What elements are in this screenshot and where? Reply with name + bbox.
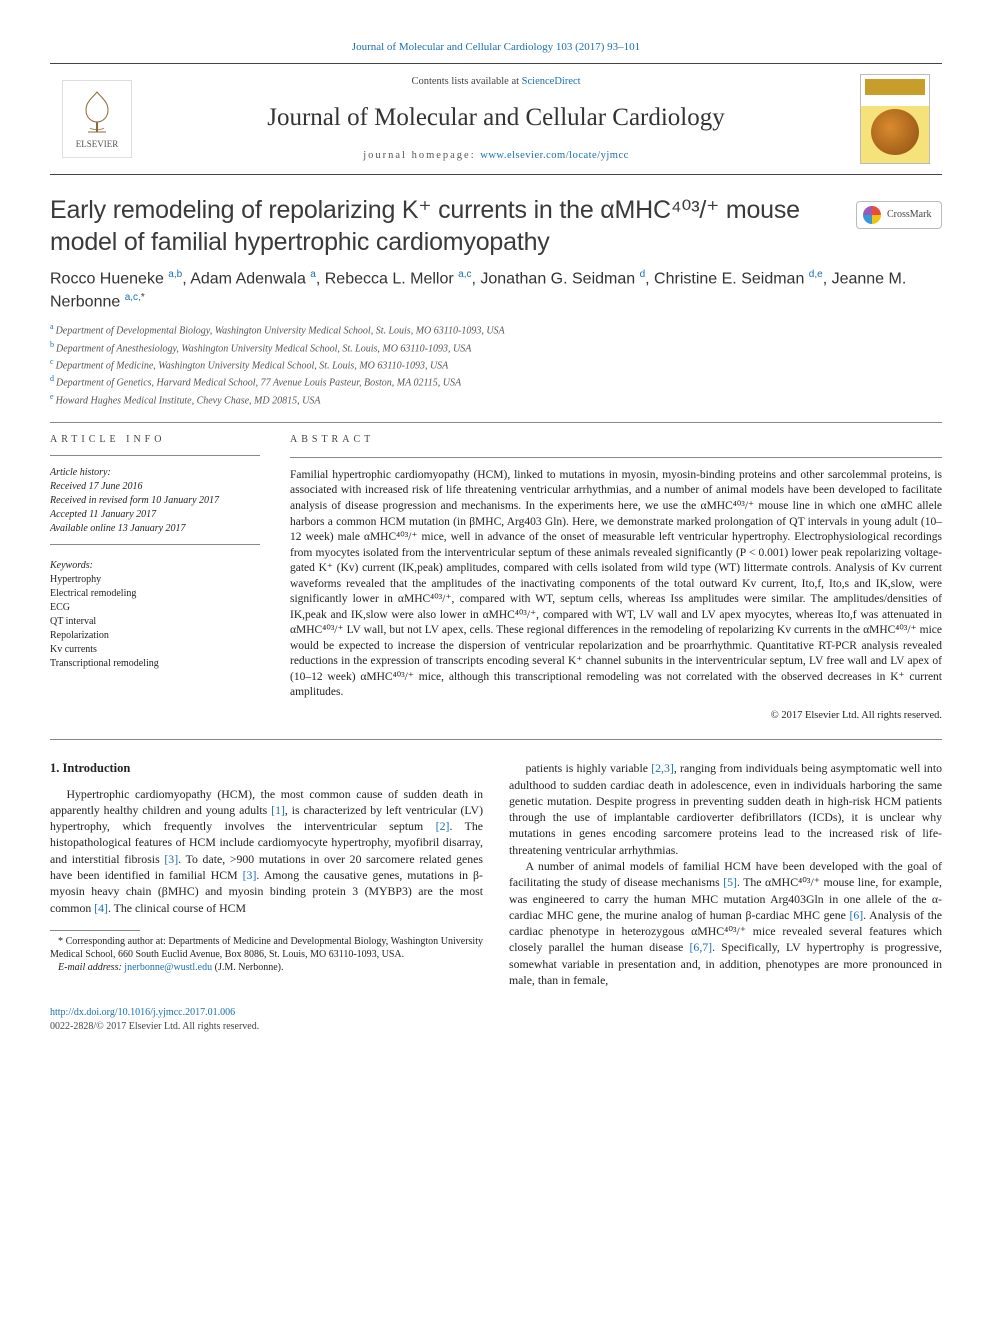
affiliations: aDepartment of Developmental Biology, Wa… bbox=[50, 321, 942, 408]
crossmark-badge[interactable]: CrossMark bbox=[856, 201, 942, 229]
crossmark-icon bbox=[863, 206, 881, 224]
ref-link[interactable]: [2,3] bbox=[651, 761, 674, 775]
email-label: E-mail address: bbox=[58, 962, 124, 973]
rule-abstract bbox=[290, 457, 942, 458]
article-info-block: article info Article history: Received 1… bbox=[50, 433, 260, 723]
homepage-prefix: journal homepage: bbox=[363, 150, 480, 161]
issn-copyright-line: 0022-2828/© 2017 Elsevier Ltd. All right… bbox=[50, 1020, 942, 1034]
ref-link[interactable]: [1] bbox=[271, 803, 285, 817]
keyword: Hypertrophy bbox=[50, 573, 260, 587]
abstract-heading: abstract bbox=[290, 433, 942, 447]
footnote-rule bbox=[50, 930, 140, 931]
crossmark-label: CrossMark bbox=[887, 208, 931, 222]
keyword: Transcriptional remodeling bbox=[50, 657, 260, 671]
elsevier-logo-label: ELSEVIER bbox=[76, 138, 119, 151]
keywords-block: Keywords: HypertrophyElectrical remodeli… bbox=[50, 559, 260, 671]
abstract-text: Familial hypertrophic cardiomyopathy (HC… bbox=[290, 468, 942, 701]
contents-available-line: Contents lists available at ScienceDirec… bbox=[148, 75, 844, 90]
affiliation-line: aDepartment of Developmental Biology, Wa… bbox=[50, 321, 942, 338]
doi-link[interactable]: http://dx.doi.org/10.1016/j.yjmcc.2017.0… bbox=[50, 1007, 235, 1018]
ref-link[interactable]: [4] bbox=[94, 901, 108, 915]
history-entry: Accepted 11 January 2017 bbox=[50, 508, 260, 522]
intro-para-3: A number of animal models of familial HC… bbox=[509, 858, 942, 988]
affiliation-line: dDepartment of Genetics, Harvard Medical… bbox=[50, 373, 942, 390]
footnote-block: * Corresponding author at: Departments o… bbox=[50, 930, 483, 974]
affiliation-line: cDepartment of Medicine, Washington Univ… bbox=[50, 356, 942, 373]
page-root: Journal of Molecular and Cellular Cardio… bbox=[0, 0, 992, 1064]
homepage-link[interactable]: www.elsevier.com/locate/yjmcc bbox=[480, 150, 629, 161]
history-entry: Available online 13 January 2017 bbox=[50, 522, 260, 536]
ref-link[interactable]: [3] bbox=[243, 868, 257, 882]
title-row: Early remodeling of repolarizing K⁺ curr… bbox=[50, 195, 942, 258]
rule-keywords bbox=[50, 544, 260, 545]
ref-link[interactable]: [6] bbox=[849, 908, 863, 922]
affiliation-line: bDepartment of Anesthesiology, Washingto… bbox=[50, 339, 942, 356]
page-footer: http://dx.doi.org/10.1016/j.yjmcc.2017.0… bbox=[50, 1006, 942, 1034]
body-columns: 1. Introduction Hypertrophic cardiomyopa… bbox=[50, 760, 942, 988]
meta-abstract-row: article info Article history: Received 1… bbox=[50, 433, 942, 723]
history-entry: Received 17 June 2016 bbox=[50, 480, 260, 494]
abstract-copyright: © 2017 Elsevier Ltd. All rights reserved… bbox=[290, 709, 942, 724]
rule-below-meta bbox=[50, 739, 942, 740]
article-history: Article history: Received 17 June 2016Re… bbox=[50, 466, 260, 536]
intro-para-2: patients is highly variable [2,3], rangi… bbox=[509, 760, 942, 858]
ref-link[interactable]: [3] bbox=[164, 852, 178, 866]
corresponding-email-link[interactable]: jnerbonne@wustl.edu bbox=[124, 962, 212, 973]
elsevier-logo: ELSEVIER bbox=[62, 80, 132, 158]
journal-header-box: ELSEVIER Contents lists available at Sci… bbox=[50, 63, 942, 175]
email-line: E-mail address: jnerbonne@wustl.edu (J.M… bbox=[50, 961, 483, 974]
article-title: Early remodeling of repolarizing K⁺ curr… bbox=[50, 195, 842, 258]
journal-homepage-line: journal homepage: www.elsevier.com/locat… bbox=[148, 149, 844, 164]
rule-above-meta bbox=[50, 422, 942, 423]
keyword: Kv currents bbox=[50, 643, 260, 657]
rule-info bbox=[50, 455, 260, 456]
ref-link[interactable]: [2] bbox=[436, 819, 450, 833]
author-list: Rocco Hueneke a,b, Adam Adenwala a, Rebe… bbox=[50, 268, 942, 313]
keyword: QT interval bbox=[50, 615, 260, 629]
sciencedirect-link[interactable]: ScienceDirect bbox=[522, 76, 581, 87]
top-journal-ref-link[interactable]: Journal of Molecular and Cellular Cardio… bbox=[352, 41, 640, 53]
keywords-label: Keywords: bbox=[50, 559, 260, 573]
corresponding-author-note: * Corresponding author at: Departments o… bbox=[50, 935, 483, 961]
keyword: ECG bbox=[50, 601, 260, 615]
affiliation-line: eHoward Hughes Medical Institute, Chevy … bbox=[50, 391, 942, 408]
article-info-heading: article info bbox=[50, 433, 260, 447]
ref-link[interactable]: [6,7] bbox=[690, 940, 713, 954]
ref-link[interactable]: [5] bbox=[723, 875, 737, 889]
history-entry: Received in revised form 10 January 2017 bbox=[50, 494, 260, 508]
keyword: Electrical remodeling bbox=[50, 587, 260, 601]
header-middle: Contents lists available at ScienceDirec… bbox=[148, 75, 844, 163]
section-heading-intro: 1. Introduction bbox=[50, 760, 483, 777]
keyword: Repolarization bbox=[50, 629, 260, 643]
elsevier-tree-icon bbox=[72, 88, 122, 136]
journal-name: Journal of Molecular and Cellular Cardio… bbox=[148, 100, 844, 135]
contents-prefix: Contents lists available at bbox=[411, 76, 521, 87]
email-suffix: (J.M. Nerbonne). bbox=[212, 962, 283, 973]
history-label: Article history: bbox=[50, 466, 260, 480]
top-journal-ref: Journal of Molecular and Cellular Cardio… bbox=[50, 40, 942, 55]
intro-para-1: Hypertrophic cardiomyopathy (HCM), the m… bbox=[50, 786, 483, 916]
abstract-block: abstract Familial hypertrophic cardiomyo… bbox=[290, 433, 942, 723]
journal-cover-thumb bbox=[860, 74, 930, 164]
